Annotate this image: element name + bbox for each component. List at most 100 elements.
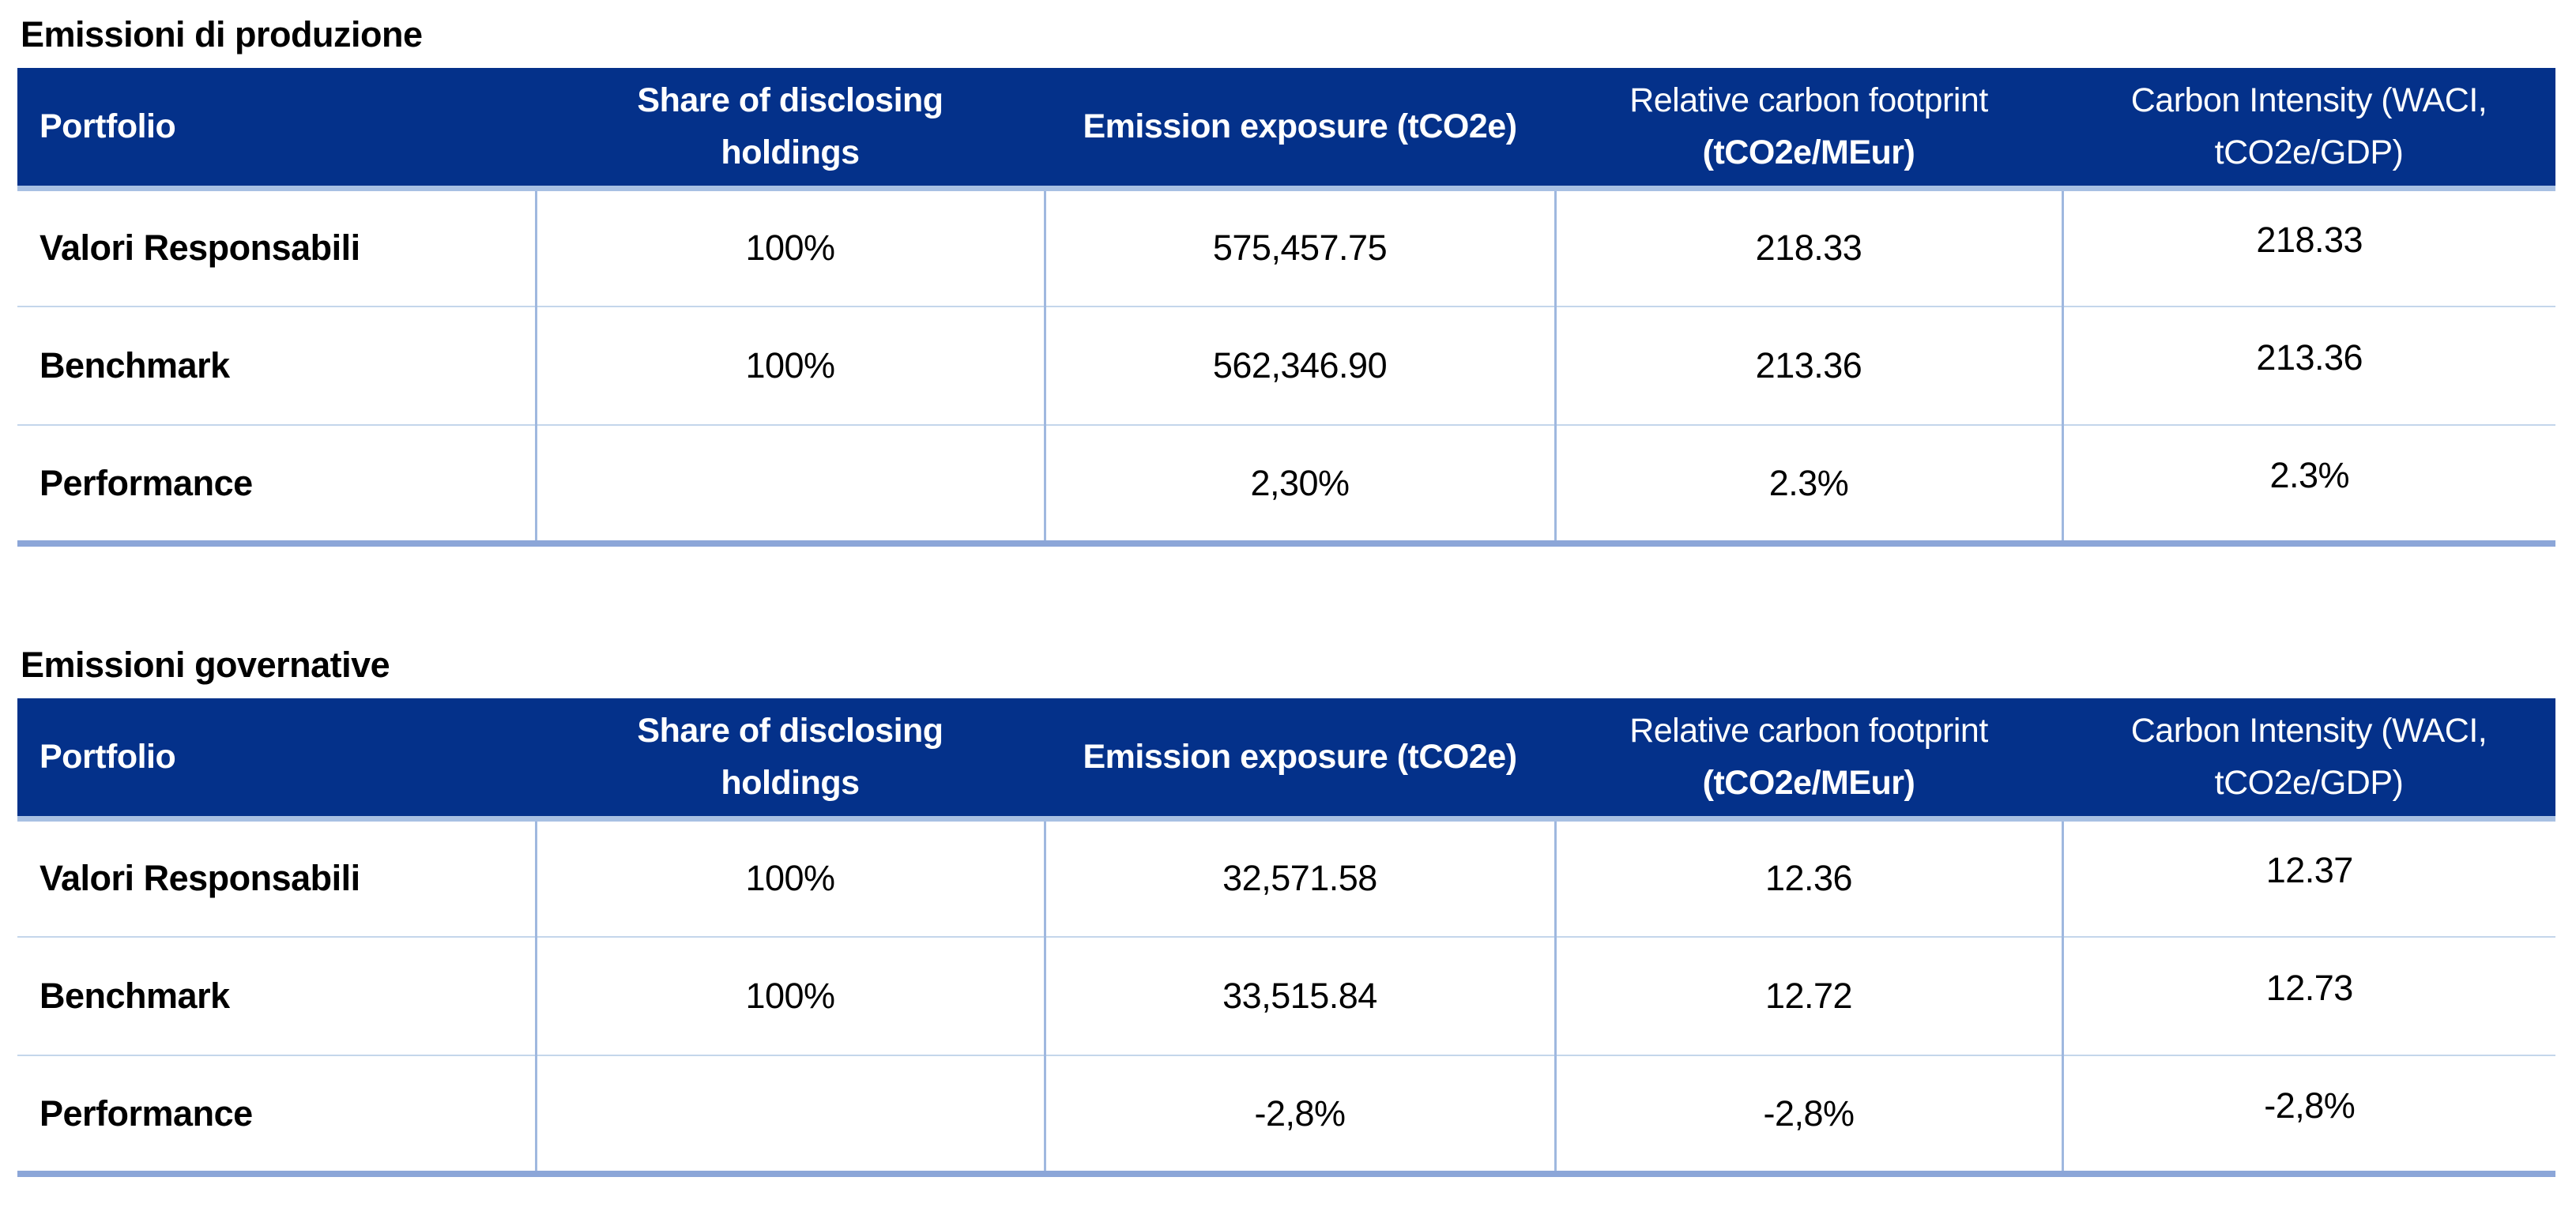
table-row: Performance -2,8% -2,8% -2,8%: [17, 1055, 2555, 1177]
row-label: Valori Responsabili: [40, 228, 360, 269]
value-cell: [534, 1055, 1045, 1177]
value-cell: 32,571.58: [1043, 818, 1555, 937]
cell-value: 213.36: [1755, 345, 1862, 385]
value-cell: -2,8%: [2061, 1055, 2555, 1177]
row-label: Benchmark: [40, 345, 230, 385]
value-cell: 213.36: [1554, 306, 2062, 425]
value-cell: 100%: [534, 306, 1045, 425]
cell-value: 32,571.58: [1222, 858, 1377, 899]
column-header-line: Carbon Intensity (WACI,: [2130, 81, 2487, 120]
value-cell: 12.73: [2061, 936, 2555, 1055]
cell-value: 12.72: [1764, 976, 1853, 1016]
emissions-table: Portfolio Share of disclosing holdings Emis…: [17, 68, 2555, 547]
column-header-line: Portfolio: [40, 738, 176, 777]
column-header: Carbon Intensity (WACI, tCO2e/GDP): [2062, 698, 2555, 822]
value-cell: 218.33: [2061, 188, 2555, 306]
header-row: Portfolio Share of disclosing holdings Emis…: [17, 68, 2555, 191]
value-cell: 100%: [534, 936, 1045, 1055]
column-header-line: Relative carbon footprint: [1629, 81, 1988, 120]
table-row: Benchmark 100% 562,346.90 213.36 213.36: [17, 306, 2555, 425]
value-cell: -2,8%: [1554, 1055, 2062, 1177]
header-row: Portfolio Share of disclosing holdings Emis…: [17, 698, 2555, 822]
cell-value: 2.3%: [1768, 462, 1849, 503]
column-header-line: tCO2e/GDP): [2214, 134, 2404, 172]
table-row: Valori Responsabili 100% 32,571.58 12.36 12.…: [17, 818, 2555, 937]
table-row: Valori Responsabili 100% 575,457.75 218.33 2…: [17, 188, 2555, 306]
table-header: Portfolio Share of disclosing holdings Emis…: [17, 698, 2555, 822]
cell-value: 2,30%: [1250, 462, 1350, 503]
value-cell: 12.36: [1554, 818, 2062, 937]
cell-value: 562,346.90: [1212, 345, 1388, 385]
report-page: Emissioni di produzione Portfolio Share o…: [17, 13, 2555, 1177]
cell-value: 12.36: [1764, 858, 1853, 899]
table-title: Emissioni di produzione: [21, 14, 423, 55]
column-header: Portfolio: [17, 698, 536, 822]
value-cell: [534, 424, 1045, 547]
column-header-line: Portfolio: [40, 107, 176, 146]
emissions-table: Portfolio Share of disclosing holdings Emis…: [17, 698, 2555, 1177]
column-header: Emission exposure (tCO2e): [1045, 698, 1555, 822]
table-row: Performance 2,30% 2.3% 2.3%: [17, 424, 2555, 547]
table-section: Emissioni governative Portfolio Share of …: [17, 643, 2555, 1177]
table-header: Portfolio Share of disclosing holdings Emis…: [17, 68, 2555, 191]
column-header: Carbon Intensity (WACI, tCO2e/GDP): [2062, 68, 2555, 191]
value-cell: 100%: [534, 818, 1045, 937]
table-body: Valori Responsabili 100% 575,457.75 218.33 2…: [17, 188, 2555, 547]
cell-value: 12.73: [2265, 968, 2354, 1008]
column-header-line: (tCO2e/MEur): [1702, 764, 1915, 803]
value-cell: -2,8%: [1043, 1055, 1555, 1177]
value-cell: 2.3%: [2061, 424, 2555, 547]
value-cell: 100%: [534, 188, 1045, 306]
column-header-line: (tCO2e/MEur): [1702, 134, 1915, 172]
column-header-line: Share of disclosing: [637, 712, 943, 750]
value-cell: 2.3%: [1554, 424, 2062, 547]
column-header-line: holdings: [721, 134, 860, 172]
column-header-line: Emission exposure (tCO2e): [1083, 738, 1517, 777]
cell-value: 33,515.84: [1222, 976, 1377, 1016]
row-label-cell: Benchmark: [17, 306, 536, 425]
value-cell: 33,515.84: [1043, 936, 1555, 1055]
cell-value: 213.36: [2256, 337, 2363, 378]
cell-value: -2,8%: [2264, 1085, 2356, 1126]
column-header: Relative carbon footprint (tCO2e/MEur): [1555, 68, 2062, 191]
row-label-cell: Performance: [17, 424, 536, 547]
row-label: Benchmark: [40, 976, 230, 1016]
column-header: Share of disclosing holdings: [536, 698, 1045, 822]
cell-value: 100%: [745, 976, 835, 1016]
column-header-line: Emission exposure (tCO2e): [1083, 107, 1517, 146]
cell-value: 218.33: [2256, 220, 2363, 261]
table-title: Emissioni governative: [21, 645, 390, 685]
column-header: Portfolio: [17, 68, 536, 191]
table-body: Valori Responsabili 100% 32,571.58 12.36 12.…: [17, 818, 2555, 1177]
cell-value: 12.37: [2265, 850, 2354, 891]
cell-value: 2.3%: [2269, 454, 2350, 495]
row-label-cell: Benchmark: [17, 936, 536, 1055]
value-cell: 2,30%: [1043, 424, 1555, 547]
column-header: Share of disclosing holdings: [536, 68, 1045, 191]
table-row: Benchmark 100% 33,515.84 12.72 12.73: [17, 936, 2555, 1055]
cell-value: 100%: [745, 858, 835, 899]
row-label-cell: Valori Responsabili: [17, 818, 536, 937]
value-cell: 575,457.75: [1043, 188, 1555, 306]
column-header-line: Share of disclosing: [637, 81, 943, 120]
value-cell: 213.36: [2061, 306, 2555, 425]
column-header-line: Relative carbon footprint: [1629, 712, 1988, 750]
cell-value: 100%: [745, 345, 835, 385]
value-cell: 12.37: [2061, 818, 2555, 937]
cell-value: 575,457.75: [1212, 228, 1388, 269]
row-label: Performance: [40, 462, 253, 503]
column-header-line: holdings: [721, 764, 860, 803]
column-header-line: tCO2e/GDP): [2214, 764, 2404, 803]
cell-value: 100%: [745, 228, 835, 269]
row-label: Valori Responsabili: [40, 858, 360, 899]
row-label-cell: Valori Responsabili: [17, 188, 536, 306]
value-cell: 562,346.90: [1043, 306, 1555, 425]
value-cell: 218.33: [1554, 188, 2062, 306]
column-header-line: Carbon Intensity (WACI,: [2130, 712, 2487, 750]
cell-value: 218.33: [1755, 228, 1862, 269]
row-label: Performance: [40, 1092, 253, 1134]
cell-value: -2,8%: [1254, 1092, 1346, 1134]
column-header: Emission exposure (tCO2e): [1045, 68, 1555, 191]
value-cell: 12.72: [1554, 936, 2062, 1055]
table-section: Emissioni di produzione Portfolio Share o…: [17, 13, 2555, 547]
